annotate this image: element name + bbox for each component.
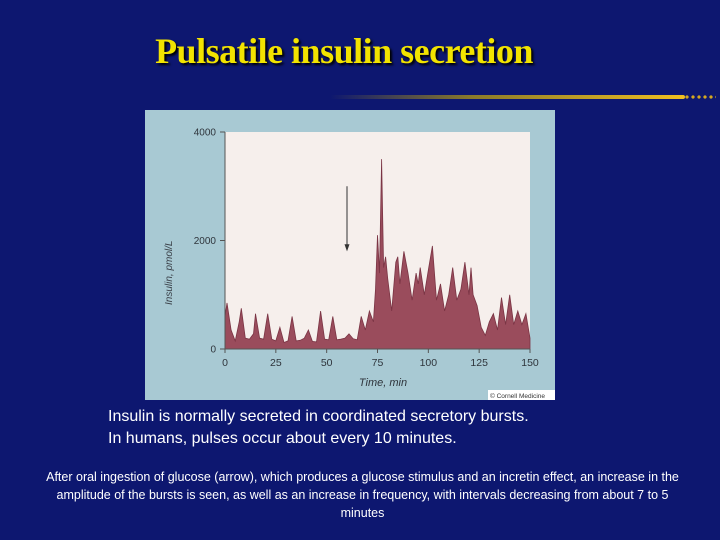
- x-tick-label: 150: [521, 357, 539, 369]
- y-tick-label: 0: [210, 345, 216, 356]
- title-underline: [330, 95, 685, 99]
- insulin-chart-panel: 0 25 50 75 100 125 150 0 2000 4000 Insulin, pmol/…: [145, 110, 555, 400]
- caption-line-1: Insulin is normally secreted in coordina…: [108, 408, 529, 425]
- x-axis-label: Time, min: [359, 377, 407, 389]
- caption-note: After oral ingestion of glucose (arrow),…: [46, 470, 679, 520]
- y-axis-label: Insulin, pmol/L: [164, 241, 175, 305]
- x-tick-label: 125: [470, 357, 488, 369]
- x-tick-label: 75: [372, 357, 384, 369]
- insulin-chart: 0 25 50 75 100 125 150 0 2000 4000 Insulin, pmol/…: [164, 128, 555, 400]
- x-tick-label: 0: [222, 357, 228, 369]
- caption-line-2: In humans, pulses occur about every 10 m…: [108, 430, 457, 447]
- credit-text: © Cornell Medicine: [490, 392, 545, 400]
- slide-title: Pulsatile insulin secretion: [155, 31, 533, 71]
- y-tick-label: 4000: [194, 128, 217, 139]
- credit-box: [488, 390, 555, 400]
- glucose-arrow-icon: [344, 186, 350, 252]
- y-tick-label: 2000: [194, 236, 217, 247]
- insulin-area-series-0: [224, 159, 531, 350]
- x-tick-label: 100: [420, 357, 438, 369]
- caption-main: Insulin is normally secreted in coordina…: [108, 406, 708, 450]
- title-underline-dots: [684, 95, 716, 99]
- x-tick-label: 25: [270, 357, 282, 369]
- x-tick-label: 50: [321, 357, 333, 369]
